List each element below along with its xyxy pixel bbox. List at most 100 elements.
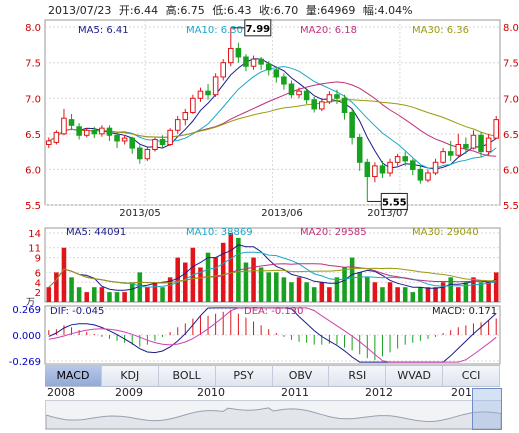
timeline-year-label: 2011 (281, 386, 309, 399)
tab-rsi[interactable]: RSI (329, 366, 387, 386)
tab-cci[interactable]: CCI (443, 366, 500, 386)
quote-open: 开:6.44 (118, 4, 159, 17)
candle-body (114, 134, 120, 142)
volume-bar (334, 277, 340, 302)
price-ma-label: MA20: 6.18 (300, 25, 357, 36)
candle (432, 158, 439, 176)
navigator-area (45, 407, 502, 430)
volume-bar (471, 277, 476, 302)
candle (470, 130, 477, 150)
candle (372, 162, 378, 183)
navigator-range-thumb[interactable] (472, 388, 502, 430)
quote-volume: 量:64969 (305, 4, 356, 17)
volume-bar (478, 282, 484, 302)
candle-body (61, 117, 67, 135)
candle (356, 133, 363, 171)
candle-body (258, 58, 264, 65)
candle-body (356, 136, 363, 163)
volume-bar (311, 287, 317, 302)
stock-chart: 8.0 8.0 7.5 7.5 7.0 7.0 6.5 6.5 6.0 6.0 5.5 5.5 2013… (9, 19, 519, 365)
candle-body (425, 172, 431, 181)
tab-obv[interactable]: OBV (273, 366, 330, 386)
volume-tick: 4 (35, 278, 41, 289)
candle (288, 80, 295, 99)
candle (250, 55, 257, 70)
quote-high: 高:6.75 (165, 4, 205, 17)
candle-body (493, 119, 499, 139)
volume-bar (410, 292, 416, 302)
candle-body (265, 63, 272, 71)
volume-bar (319, 282, 325, 302)
candle (114, 132, 120, 149)
volume-bar (129, 282, 135, 302)
candle-body (190, 97, 196, 114)
macd-tick: 0.269 (12, 305, 41, 316)
timeline-year-label: 2010 (197, 386, 225, 399)
tab-wvad[interactable]: WVAD (386, 366, 444, 386)
volume-bar (198, 267, 203, 302)
tab-psy[interactable]: PSY (216, 366, 273, 386)
volume-bar (387, 282, 393, 302)
timeline-year-label: 2008 (47, 386, 75, 399)
candle-body (152, 139, 158, 151)
candle-body (250, 58, 257, 67)
tab-boll[interactable]: BOLL (159, 366, 216, 386)
candle (174, 116, 181, 134)
price-tick-right: 5.5 (503, 201, 519, 212)
candle-body (106, 127, 113, 136)
candle (349, 108, 355, 145)
candle (303, 89, 310, 104)
low-marker-label: 5.55 (382, 197, 407, 208)
timeline-year-label: 2009 (115, 386, 143, 399)
volume-bar (448, 277, 453, 302)
tab-kdj[interactable]: KDJ (102, 366, 159, 386)
volume-bar (251, 257, 256, 302)
candle-body (296, 90, 302, 96)
volume-bar (243, 262, 249, 302)
volume-ma-label: MA5: 44091 (66, 227, 126, 238)
timeline-years: 2008 2009 2010 2011 2012 201 (45, 386, 500, 400)
candle-body (212, 76, 219, 96)
candle (265, 61, 272, 76)
macd-panel-frame (44, 305, 501, 365)
price-tick-right: 6.0 (503, 165, 519, 176)
price-tick-right: 7.5 (503, 59, 519, 70)
candle-body (228, 47, 234, 64)
macd-dea-line (48, 307, 497, 363)
candle-body (144, 149, 151, 160)
price-tick-right: 7.0 (503, 94, 519, 105)
candle (68, 113, 75, 131)
candle-body (326, 94, 333, 103)
volume-bar (342, 267, 347, 302)
timeline-navigator[interactable] (45, 400, 502, 430)
price-date-label: 2013/06 (261, 208, 303, 219)
candle-body (417, 168, 424, 181)
volume-bar (349, 257, 355, 302)
candle-body (121, 137, 128, 142)
volume-bar (114, 292, 120, 302)
candle-body (91, 129, 98, 135)
volume-bar (213, 257, 218, 302)
volume-bar (183, 262, 188, 302)
volume-tick: 9 (35, 254, 41, 265)
volume-bar (456, 287, 461, 302)
candle-body (159, 139, 166, 146)
candle-body (432, 161, 439, 174)
price-date-label: 2013/07 (367, 208, 409, 219)
candle-body (197, 90, 204, 99)
volume-bar (61, 247, 67, 302)
candle (99, 125, 105, 137)
quote-close: 收:6.70 (259, 4, 299, 17)
candle-body (455, 144, 462, 156)
high-marker-label: 7.99 (245, 24, 270, 35)
quote-date: 2013/07/23 (48, 4, 112, 17)
candle-body (319, 101, 325, 110)
quote-header: 2013/07/23 开:6.44 高:6.75 低:6.43 收:6.70 量… (48, 2, 417, 18)
quote-low: 低:6.43 (212, 4, 252, 17)
candle-body (349, 112, 355, 138)
tab-macd[interactable]: MACD (45, 366, 102, 386)
volume-bar (152, 282, 158, 302)
candle (76, 123, 82, 140)
volume-bar (228, 232, 234, 302)
candle-body (379, 165, 386, 174)
